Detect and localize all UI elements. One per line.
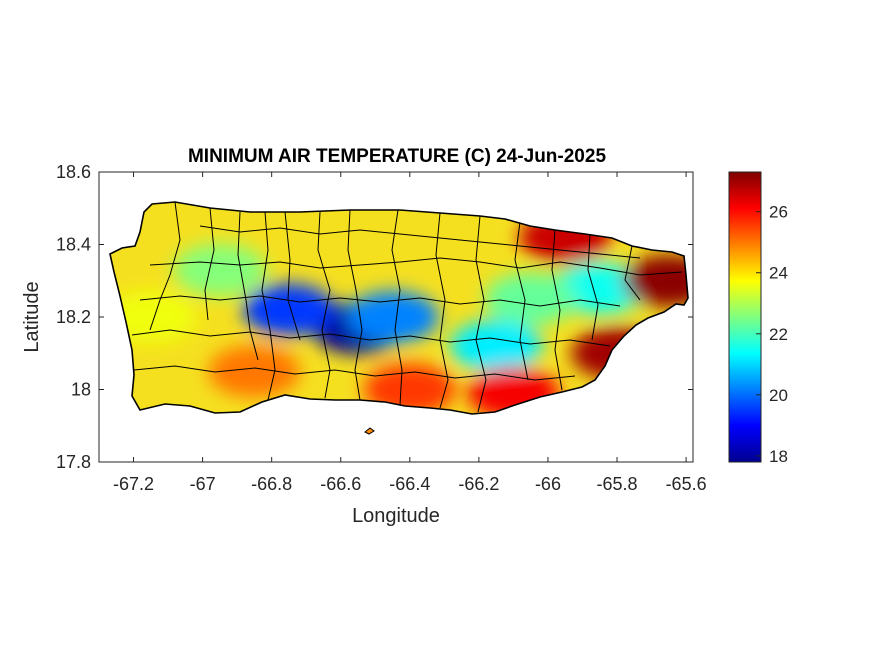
municipality-border [204,207,215,321]
x-tick-label: -66.4 [389,474,430,494]
municipality-border [199,225,641,259]
island-outline [109,201,689,415]
chart-title: MINIMUM AIR TEMPERATURE (C) 24-Jun-2025 [188,146,606,167]
municipality-border [237,211,259,361]
x-tick-label: -67.2 [113,474,154,494]
y-tick-label: 18.2 [56,307,91,327]
temperature-blob [553,262,646,314]
temperature-blob [622,254,688,307]
x-tick-label: -66.6 [320,474,361,494]
municipality-borders [131,202,683,413]
municipality-border [284,211,301,341]
municipality-border [551,229,563,391]
heat-layer [110,202,688,414]
colorbar-tick-label: 20 [769,386,788,405]
small-island [364,427,375,435]
x-tick-label: -65.8 [597,474,638,494]
municipality-border [261,211,276,401]
temperature-blob [208,345,301,398]
y-tick-label: 18 [71,380,91,400]
x-axis-label: Longitude [352,505,440,527]
colorbar-gradient [728,171,762,463]
y-tick-label: 17.8 [56,452,91,472]
temperature-blob [346,291,439,343]
municipality-border [149,202,181,331]
municipality-border [514,221,529,381]
x-tick-label: -65.6 [666,474,707,494]
x-tick-label: -67 [190,474,216,494]
municipality-border [391,209,403,406]
x-tick-label: -66.8 [251,474,292,494]
y-tick-label: 18.4 [56,235,91,255]
municipality-border [139,295,621,307]
temperature-blob [484,272,577,325]
municipality-border [131,329,611,347]
colorbar-tick-label: 18 [769,447,788,466]
municipality-border [317,211,331,399]
colorbar-tick-label: 26 [769,203,788,222]
x-tick-label: -66.2 [458,474,499,494]
y-axis: 17.8 18 18.2 18.4 18.6 [56,162,693,472]
municipality-border [435,212,449,409]
municipality-border [475,215,487,413]
colorbar: 18 20 22 24 26 [728,171,788,466]
x-axis: -67.2 -67 -66.8 -66.6 -66.4 -66.2 -66 -65.8 -65.… [113,172,707,494]
temperature-blob [173,243,266,296]
municipality-border [347,209,363,401]
colorbar-tick-label: 22 [769,325,788,344]
y-tick-label: 18.6 [56,162,91,182]
municipality-border [133,365,576,381]
temperature-blob [450,320,543,372]
municipality-border [149,257,683,276]
temperature-blob [242,283,335,336]
x-tick-label: -66 [535,474,561,494]
y-axis-label: Latitude [21,281,43,352]
colorbar-tick-label: 24 [769,264,788,283]
